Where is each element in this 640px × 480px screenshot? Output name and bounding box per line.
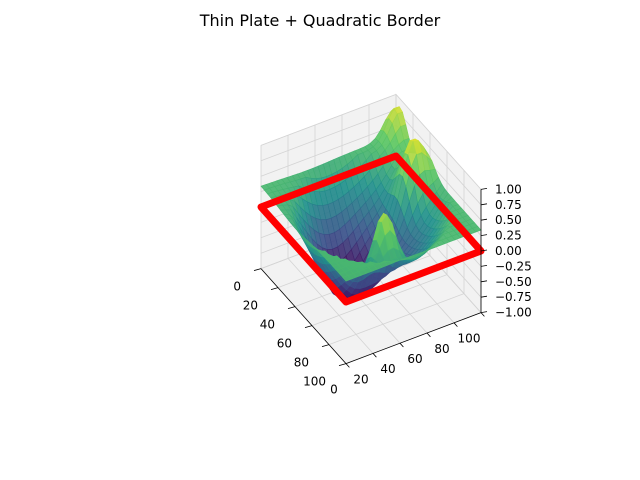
y-tick-mark [270,287,279,290]
z-tick-label: −1.00 [495,306,532,320]
x-tick-mark [426,332,431,338]
x-tick-label: 100 [458,332,481,346]
z-tick-label: −0.50 [495,275,532,289]
y-tick-label: 80 [294,356,309,370]
x-tick-mark [399,342,404,348]
y-tick-mark [321,344,330,347]
y-tick-label: 20 [243,299,258,313]
z-tick-mark [480,249,488,252]
surface-cell [342,275,352,282]
y-tick-mark [287,306,296,309]
x-tick-label: 80 [434,342,449,356]
grid-line [395,109,482,206]
x-axis-line [345,312,482,364]
surface-mesh [260,106,482,300]
z-tick-label: 0.50 [495,213,522,227]
z-tick-label: 0.00 [495,244,522,258]
z-tick-label: 1.00 [495,182,522,196]
z-tick-label: 0.75 [495,198,522,212]
x-tick-mark [372,353,377,358]
z-tick-mark [480,311,488,313]
y-tick-mark [304,325,313,328]
y-tick-label: 0 [233,280,241,294]
z-tick-mark [480,265,488,267]
x-tick-label: 20 [353,372,368,386]
grid-line [260,109,397,162]
z-tick-mark [480,218,488,221]
x-tick-mark [453,322,458,327]
x-tick-label: 40 [380,362,395,376]
z-tick-mark [480,280,488,283]
y-tick-mark [253,268,262,271]
z-tick-mark [480,188,488,190]
z-tick-mark [480,203,488,206]
grid-line [260,94,397,146]
x-tick-mark [480,312,485,317]
grid-line [260,124,397,177]
y-axis-line [260,268,347,364]
chart-title: Thin Plate + Quadratic Border [199,11,441,30]
z-tick-label: 0.25 [495,229,522,243]
x-tick-mark [345,363,350,368]
y-tick-label: 100 [303,375,326,389]
x-tick-label: 0 [330,383,338,397]
y-tick-label: 60 [277,337,292,351]
z-tick-mark [480,234,488,236]
grid-line [395,94,482,190]
x-tick-label: 60 [407,352,422,366]
grid-line [328,293,465,345]
grid-line [311,274,448,326]
y-tick-mark [338,363,347,366]
grid-line [287,258,374,354]
y-tick-label: 40 [260,318,275,332]
z-tick-label: −0.25 [495,259,532,273]
z-tick-label: −0.75 [495,290,532,304]
axes: 020406080100020406080100−1.00−0.75−0.50−… [233,182,531,396]
z-tick-mark [480,295,488,298]
